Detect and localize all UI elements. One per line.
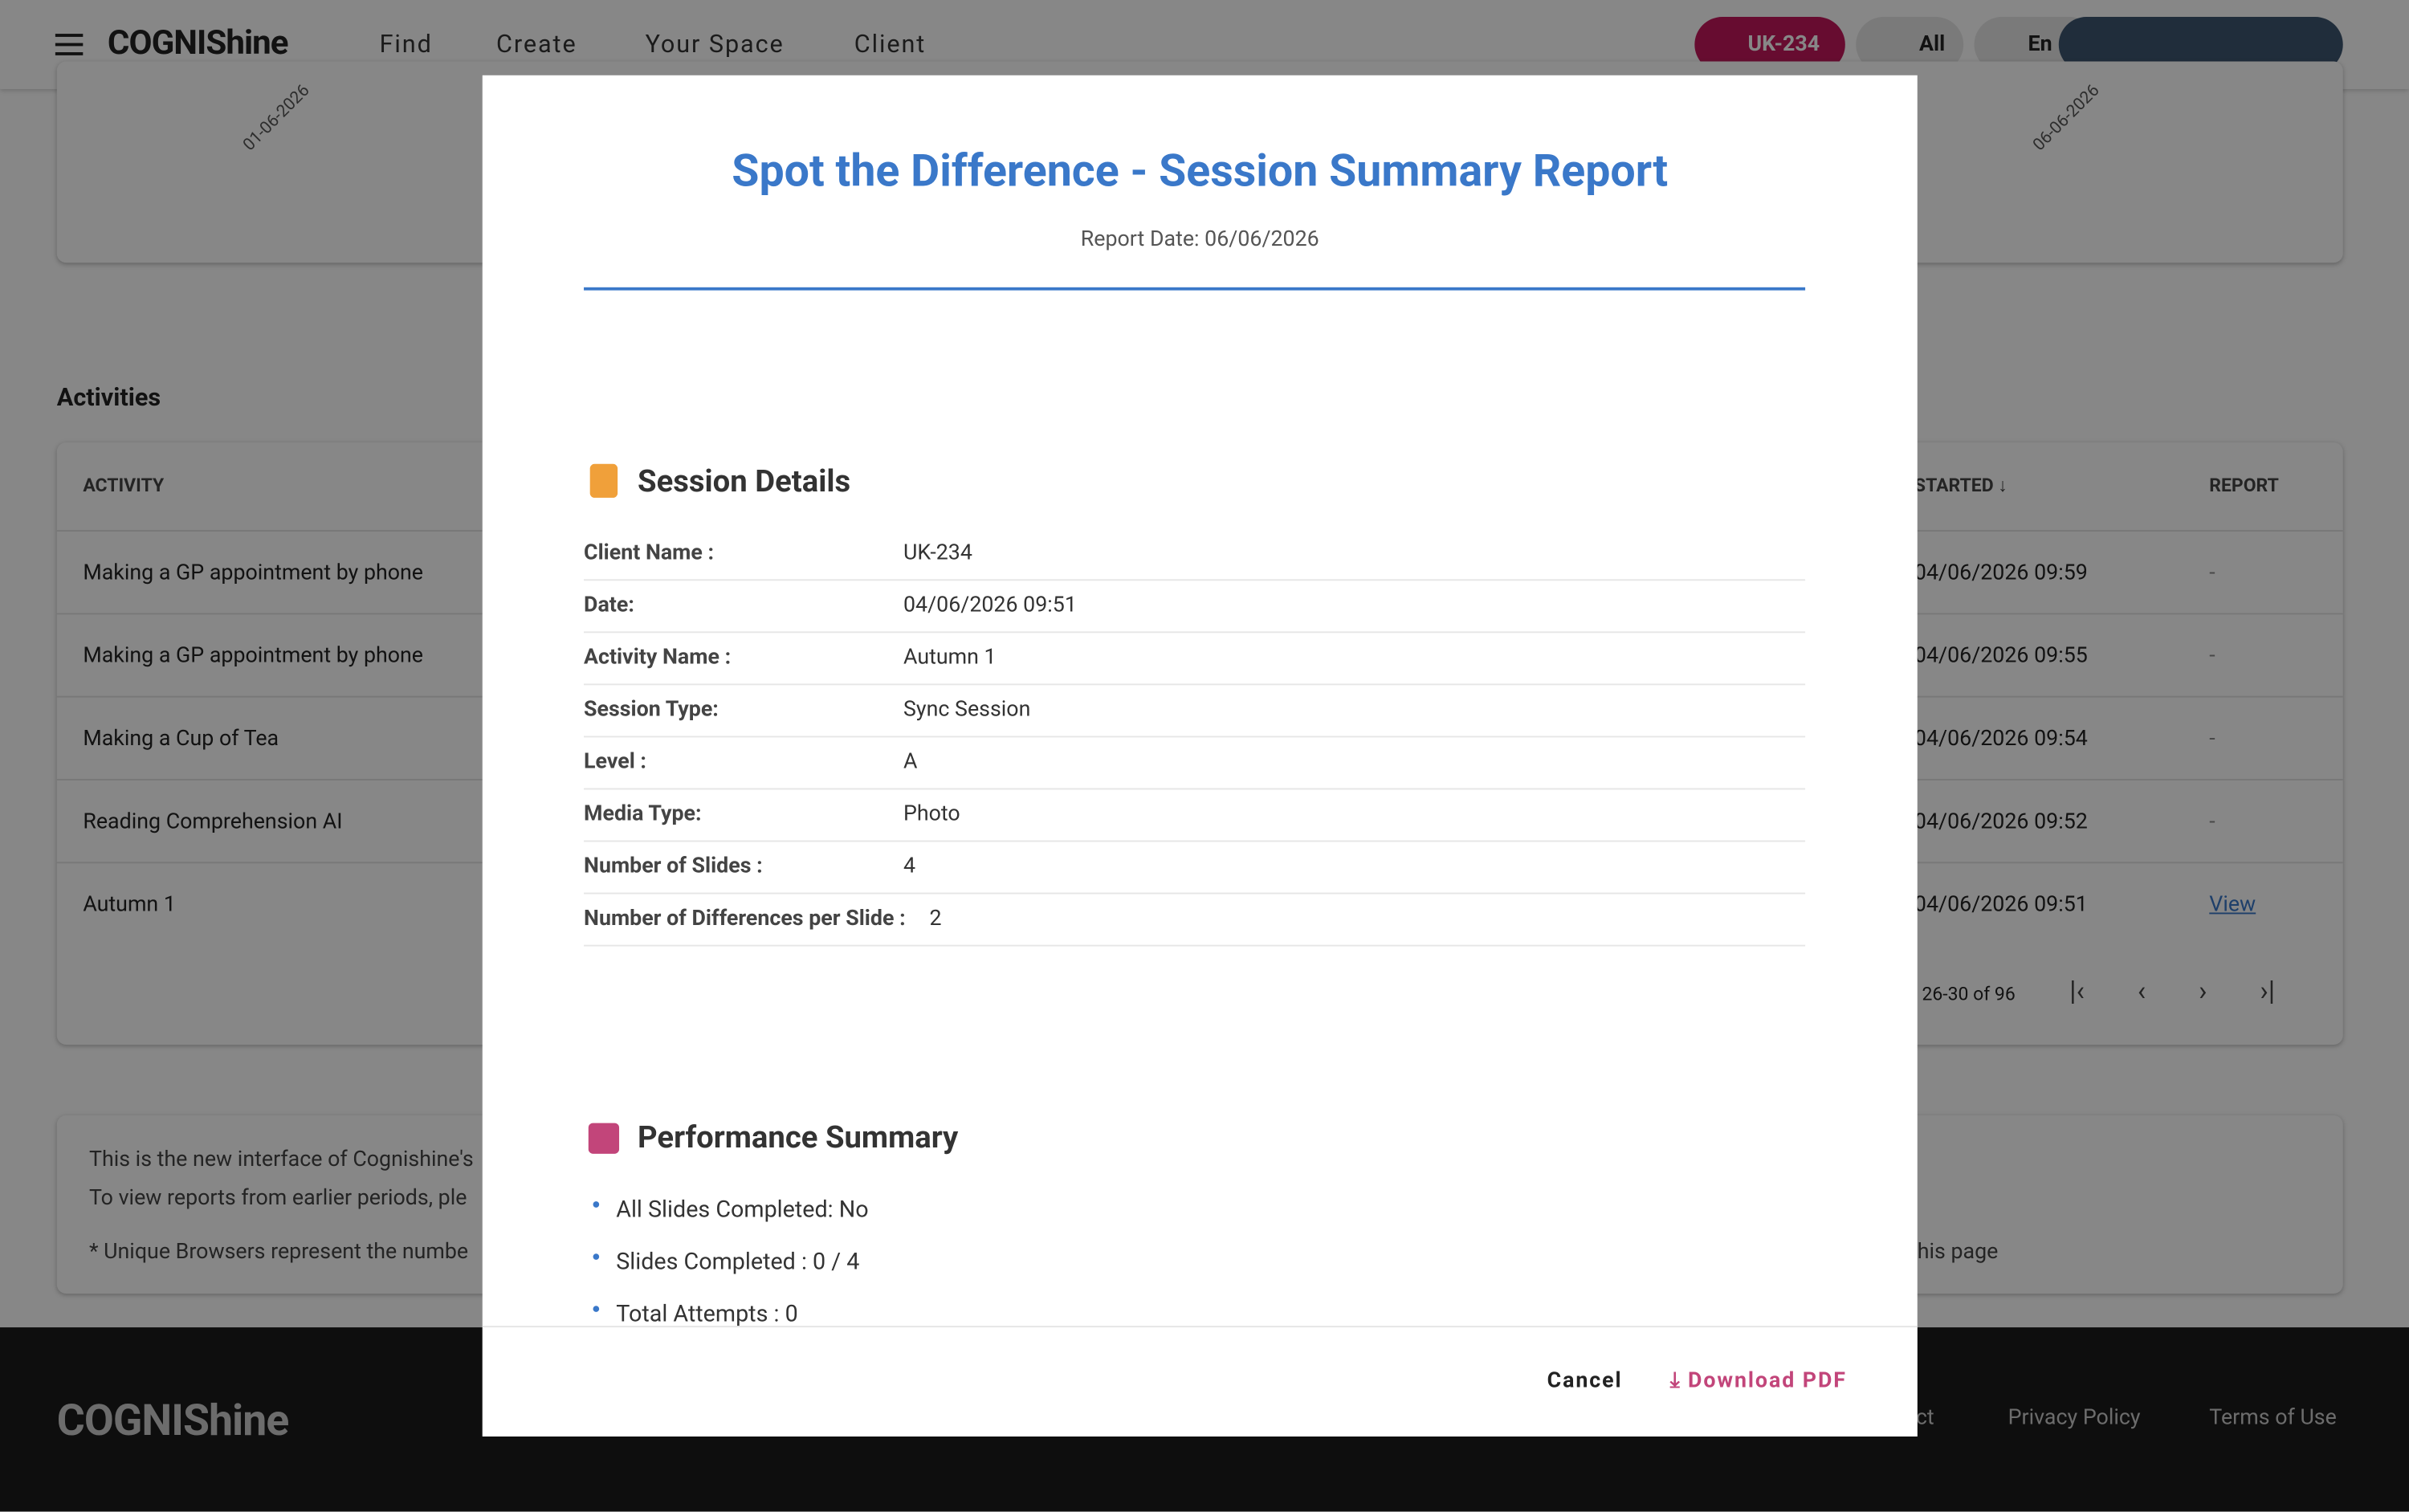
detail-label: Level : — [584, 749, 647, 775]
report-cell: - — [2209, 809, 2215, 834]
detail-label: Session Type: — [584, 697, 719, 723]
footer-link[interactable]: Privacy Policy — [2008, 1405, 2141, 1431]
detail-value: A — [903, 749, 918, 775]
info-line: To view reports from earlier periods, pl… — [88, 1186, 467, 1211]
bullet — [593, 1253, 600, 1260]
detail-value: 4 — [903, 854, 916, 879]
detail-row: Level : A — [584, 736, 1806, 790]
detail-label: Date: — [584, 593, 634, 618]
section-heading: Performance Summary — [638, 1118, 959, 1155]
started-time: 04/06/2026 09:59 — [1914, 560, 2088, 585]
activities-title: Activities — [56, 382, 161, 412]
divider — [584, 287, 1806, 291]
detail-value: Autumn 1 — [903, 645, 997, 670]
activity-name: Making a Cup of Tea — [83, 726, 279, 752]
menu-button[interactable] — [55, 34, 84, 55]
report-cell[interactable]: View — [2209, 892, 2256, 918]
detail-row: Media Type: Photo — [584, 789, 1806, 842]
activity-name: Making a GP appointment by phone — [83, 643, 424, 669]
nav-link[interactable]: Find — [379, 29, 433, 59]
modal-title: Spot the Difference - Session Summary Re… — [732, 145, 1669, 198]
group-chip-text: All — [1919, 32, 1946, 57]
download-text: Download PDF — [1688, 1368, 1847, 1394]
modal-actions: Cancel ⤓ Download PDF — [482, 1326, 1918, 1437]
report-date: Report Date: 06/06/2026 — [1080, 227, 1319, 252]
bullet — [593, 1201, 600, 1208]
session-icon — [589, 463, 618, 498]
footer-link[interactable]: Terms of Use — [2209, 1405, 2337, 1431]
footer-logo: COGNIShine — [56, 1395, 290, 1446]
detail-row: Client Name : UK-234 — [584, 527, 1806, 581]
pagination-buttons[interactable]: |‹ ‹ › ›| — [2069, 975, 2276, 1009]
detail-label: Number of Differences per Slide : — [584, 906, 906, 931]
detail-value: 2 — [929, 906, 942, 931]
bullet — [593, 1306, 600, 1312]
column-header[interactable]: STARTED ↓ — [1914, 475, 2008, 496]
performance-item: Total Attempts : 0 — [616, 1299, 798, 1328]
section-heading: Session Details — [638, 462, 851, 499]
detail-value: Photo — [903, 801, 960, 827]
logo[interactable]: COGNIShine — [107, 24, 289, 63]
activity-name: Reading Comprehension AI — [83, 809, 343, 834]
client-chip-text: UK-234 — [1747, 32, 1820, 57]
report-cell: - — [2209, 560, 2215, 585]
detail-row: Activity Name : Autumn 1 — [584, 631, 1806, 686]
detail-row: Session Type: Sync Session — [584, 683, 1806, 738]
detail-label: Activity Name : — [584, 645, 732, 670]
activity-name: Autumn 1 — [83, 892, 176, 918]
started-time: 04/06/2026 09:52 — [1914, 809, 2088, 834]
modal: Spot the Difference - Session Summary Re… — [482, 75, 1918, 1437]
detail-label: Media Type: — [584, 801, 702, 827]
report-cell: - — [2209, 726, 2215, 752]
language-text: En — [2028, 32, 2052, 57]
activity-name: Making a GP appointment by phone — [83, 560, 424, 585]
detail-row: Date: 04/06/2026 09:51 — [584, 579, 1806, 634]
column-header: REPORT — [2209, 475, 2279, 496]
performance-item: Slides Completed : 0 / 4 — [616, 1247, 860, 1276]
started-time: 04/06/2026 09:55 — [1914, 643, 2088, 669]
detail-row: Number of Differences per Slide : 2 — [584, 893, 1806, 947]
detail-row: Number of Slides : 4 — [584, 841, 1806, 895]
performance-icon — [588, 1123, 620, 1154]
info-line: This is the new interface of Cognishine'… — [88, 1147, 474, 1172]
detail-value: UK-234 — [903, 540, 972, 566]
info-line: his page — [1917, 1240, 1999, 1265]
info-line: * Unique Browsers represent the numbe — [88, 1240, 469, 1265]
report-cell: - — [2209, 643, 2215, 669]
detail-value: 04/06/2026 09:51 — [903, 593, 1077, 618]
started-time: 04/06/2026 09:51 — [1914, 892, 2088, 918]
nav-link[interactable]: Client — [854, 29, 927, 59]
nav-link[interactable]: Your Space — [645, 29, 785, 59]
nav-link[interactable]: Create — [495, 29, 577, 59]
pagination-range: 26-30 of 96 — [1922, 983, 2016, 1005]
column-header: ACTIVITY — [83, 475, 165, 496]
download-button[interactable]: ⤓ Download PDF — [1669, 1368, 1847, 1394]
cancel-button[interactable]: Cancel — [1547, 1368, 1623, 1394]
started-time: 04/06/2026 09:54 — [1914, 726, 2088, 752]
column-header-text: STARTED — [1914, 475, 1994, 496]
performance-item: All Slides Completed: No — [616, 1195, 869, 1223]
detail-label: Client Name : — [584, 540, 715, 566]
detail-value: Sync Session — [903, 697, 1031, 723]
detail-label: Number of Slides : — [584, 854, 763, 879]
